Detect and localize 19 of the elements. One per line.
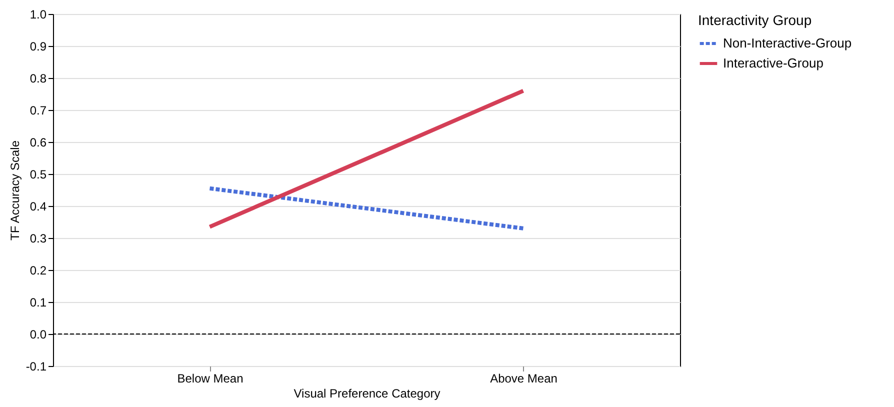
y-tick-label: 0.0	[30, 328, 47, 342]
legend-label: Non-Interactive-Group	[723, 36, 852, 50]
y-tick-label: 0.7	[30, 104, 47, 118]
y-axis-title: TF Accuracy Scale	[8, 140, 22, 241]
y-tick-label: 0.5	[30, 168, 47, 182]
y-tick-label: 1.0	[30, 8, 47, 22]
y-tick-label: 0.6	[30, 136, 47, 150]
x-tick-label: Below Mean	[177, 372, 244, 386]
legend-title: Interactivity Group	[698, 12, 812, 28]
y-tick-label: 0.4	[30, 200, 47, 214]
y-tick-label: 0.9	[30, 40, 47, 54]
y-tick-label: 0.2	[30, 264, 47, 278]
y-tick-label: 0.8	[30, 72, 47, 86]
legend-label: Interactive-Group	[723, 56, 824, 70]
y-tick-label: 0.1	[30, 296, 47, 310]
y-tick-label: -0.1	[26, 360, 47, 374]
x-tick-label: Above Mean	[490, 372, 558, 386]
x-axis-title: Visual Preference Category	[294, 386, 440, 400]
y-tick-label: 0.3	[30, 232, 47, 246]
